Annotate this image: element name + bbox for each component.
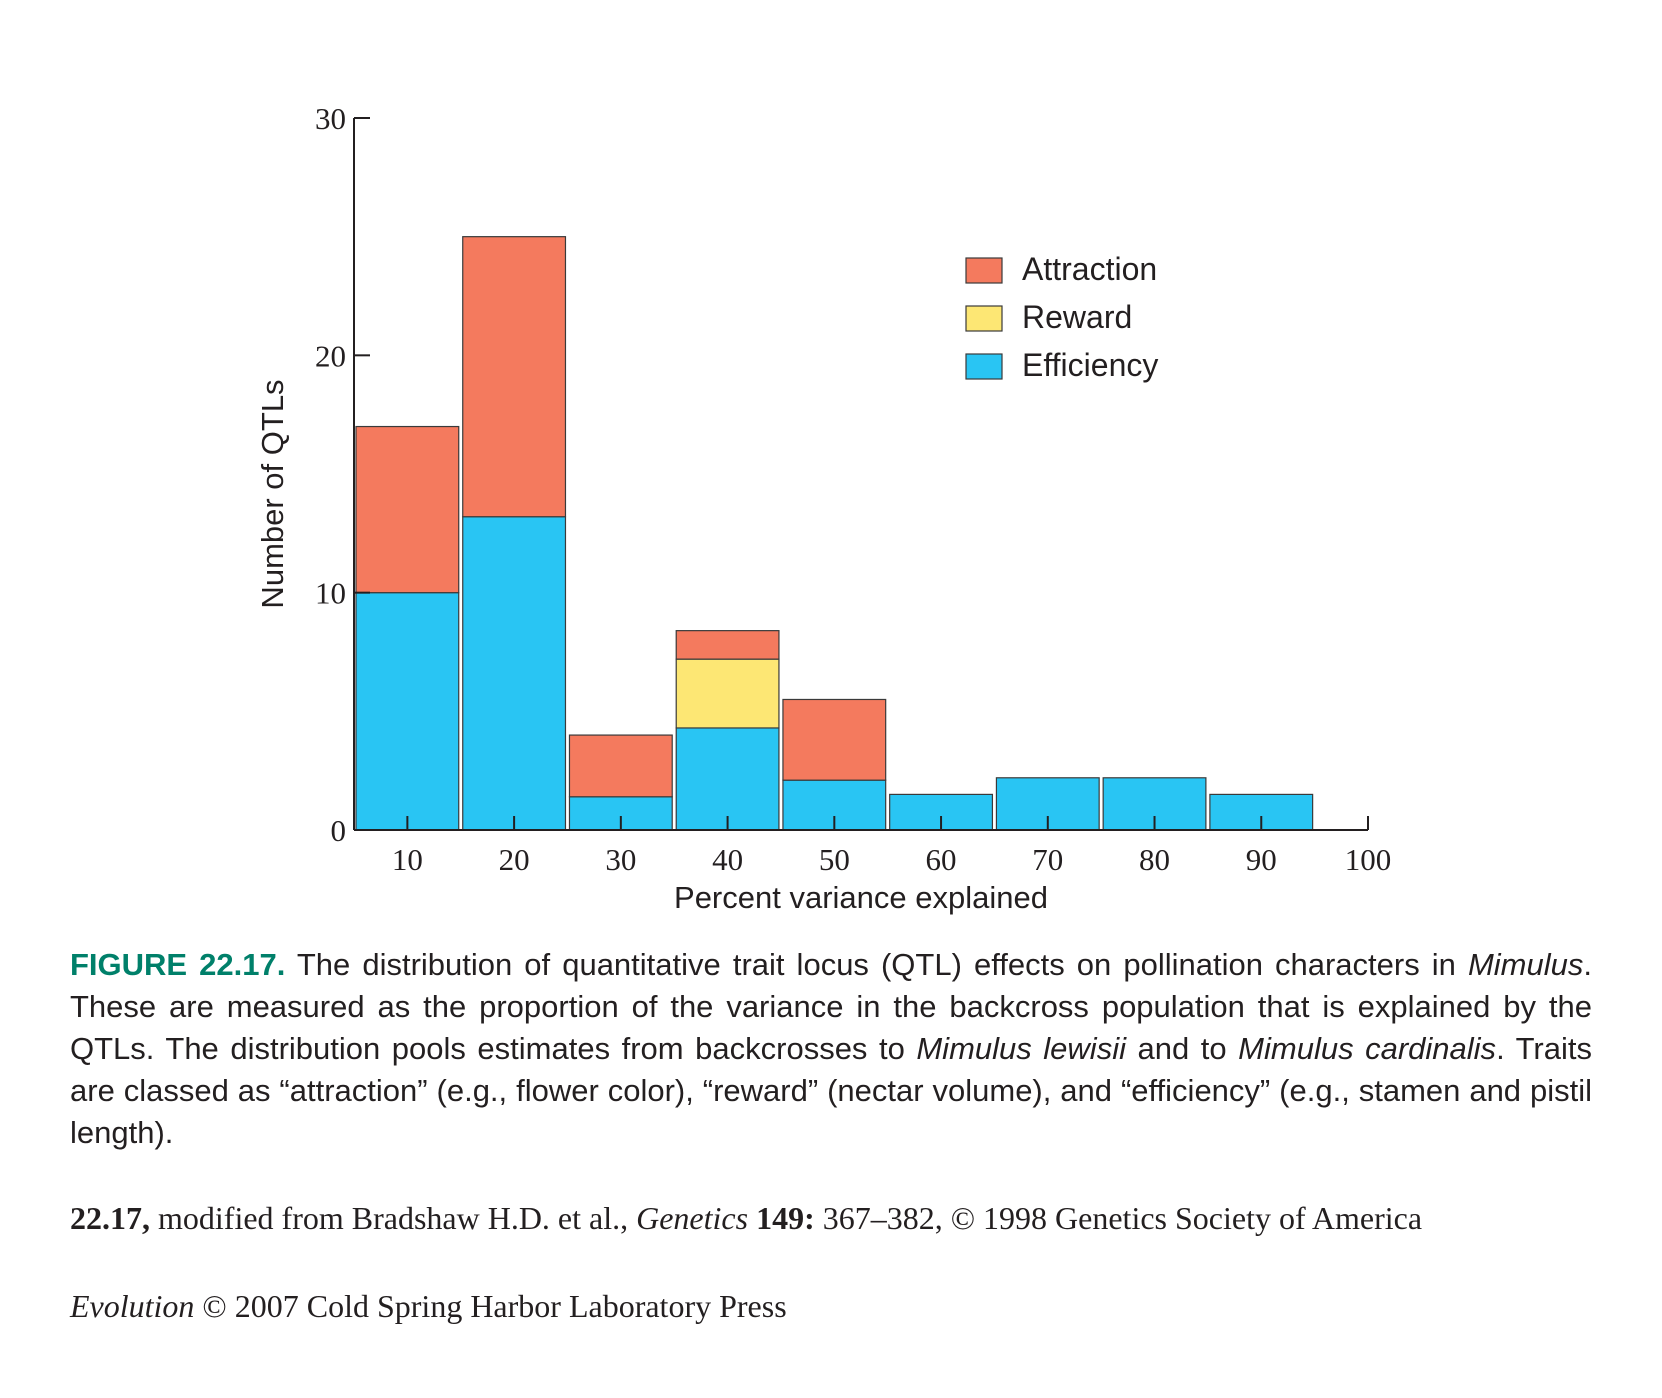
bar-attraction-10 xyxy=(355,425,460,594)
caption-text-1: The distribution of quantitative trait l… xyxy=(285,947,1468,982)
x-tick-label-90: 90 xyxy=(1246,842,1277,877)
x-tick-label-70: 70 xyxy=(1032,842,1063,877)
x-tick-label-20: 20 xyxy=(499,842,530,877)
credit-volume: 149: xyxy=(748,1200,815,1236)
x-axis-label: Percent variance explained xyxy=(674,880,1048,915)
x-tick-label-100: 100 xyxy=(1345,842,1392,877)
legend-label-reward: Reward xyxy=(1022,299,1132,335)
x-tick-label-80: 80 xyxy=(1139,842,1170,877)
x-tick-label-10: 10 xyxy=(392,842,423,877)
publisher-book: Evolution xyxy=(70,1288,195,1324)
y-tick-label-20: 20 xyxy=(315,338,346,373)
x-tick-label-40: 40 xyxy=(712,842,743,877)
axes-group: 0 10 20 30 10 20 30 40 50 60 70 80 90 100 Percent vari… xyxy=(255,101,1391,915)
figure-caption: FIGURE 22.17. The distribution of quanti… xyxy=(70,944,1592,1154)
credit-text-2: 367–382, © 1998 Genetics Society of Amer… xyxy=(814,1200,1423,1236)
y-axis-label: Number of QTLs xyxy=(255,379,290,608)
x-tick-label-50: 50 xyxy=(819,842,850,877)
x-tick-label-60: 60 xyxy=(926,842,957,877)
bar-efficiency-20 xyxy=(462,516,567,831)
caption-italic-2: Mimulus lewisii xyxy=(916,1031,1126,1066)
bar-efficiency-10 xyxy=(355,592,460,831)
bar-attraction-20 xyxy=(462,236,567,518)
credit-journal: Genetics xyxy=(636,1200,749,1236)
publisher-text: © 2007 Cold Spring Harbor Laboratory Pre… xyxy=(194,1288,787,1324)
y-tick-label-30: 30 xyxy=(315,101,346,136)
y-tick-label-10: 10 xyxy=(315,576,346,611)
bar-reward-40 xyxy=(675,658,780,729)
bars-group xyxy=(355,236,1314,831)
legend-swatch-efficiency xyxy=(965,353,1003,380)
legend-label-efficiency: Efficiency xyxy=(1022,347,1158,383)
source-credit: 22.17, modified from Bradshaw H.D. et al… xyxy=(70,1200,1422,1237)
bar-efficiency-40 xyxy=(675,727,780,831)
caption-text-4: . Traits are classed as “attraction” (e.… xyxy=(70,1031,1592,1150)
legend: Attraction Reward Efficiency xyxy=(965,251,1158,383)
legend-swatch-attraction xyxy=(965,257,1003,284)
x-tick-label-30: 30 xyxy=(605,842,636,877)
caption-italic-3: Mimulus cardinalis xyxy=(1238,1031,1497,1066)
legend-label-attraction: Attraction xyxy=(1022,251,1157,287)
bar-attraction-30 xyxy=(568,734,673,798)
qtl-bar-chart: 0 10 20 30 10 20 30 40 50 60 70 80 90 100 Percent vari… xyxy=(255,101,1391,915)
publisher-line: Evolution © 2007 Cold Spring Harbor Labo… xyxy=(70,1288,787,1325)
bar-attraction-50 xyxy=(782,698,887,781)
caption-italic-1: Mimulus xyxy=(1467,947,1584,982)
y-tick-label-0: 0 xyxy=(331,813,347,848)
credit-text-1: modified from Bradshaw H.D. et al., xyxy=(150,1200,637,1236)
legend-swatch-reward xyxy=(965,305,1003,332)
credit-label: 22.17, xyxy=(70,1200,150,1236)
bar-attraction-40 xyxy=(675,630,780,660)
figure-label: FIGURE 22.17. xyxy=(70,947,286,982)
caption-text-3: and to xyxy=(1125,1031,1239,1066)
caption-text-2: . These are measured as the proportion o… xyxy=(70,947,1592,1066)
